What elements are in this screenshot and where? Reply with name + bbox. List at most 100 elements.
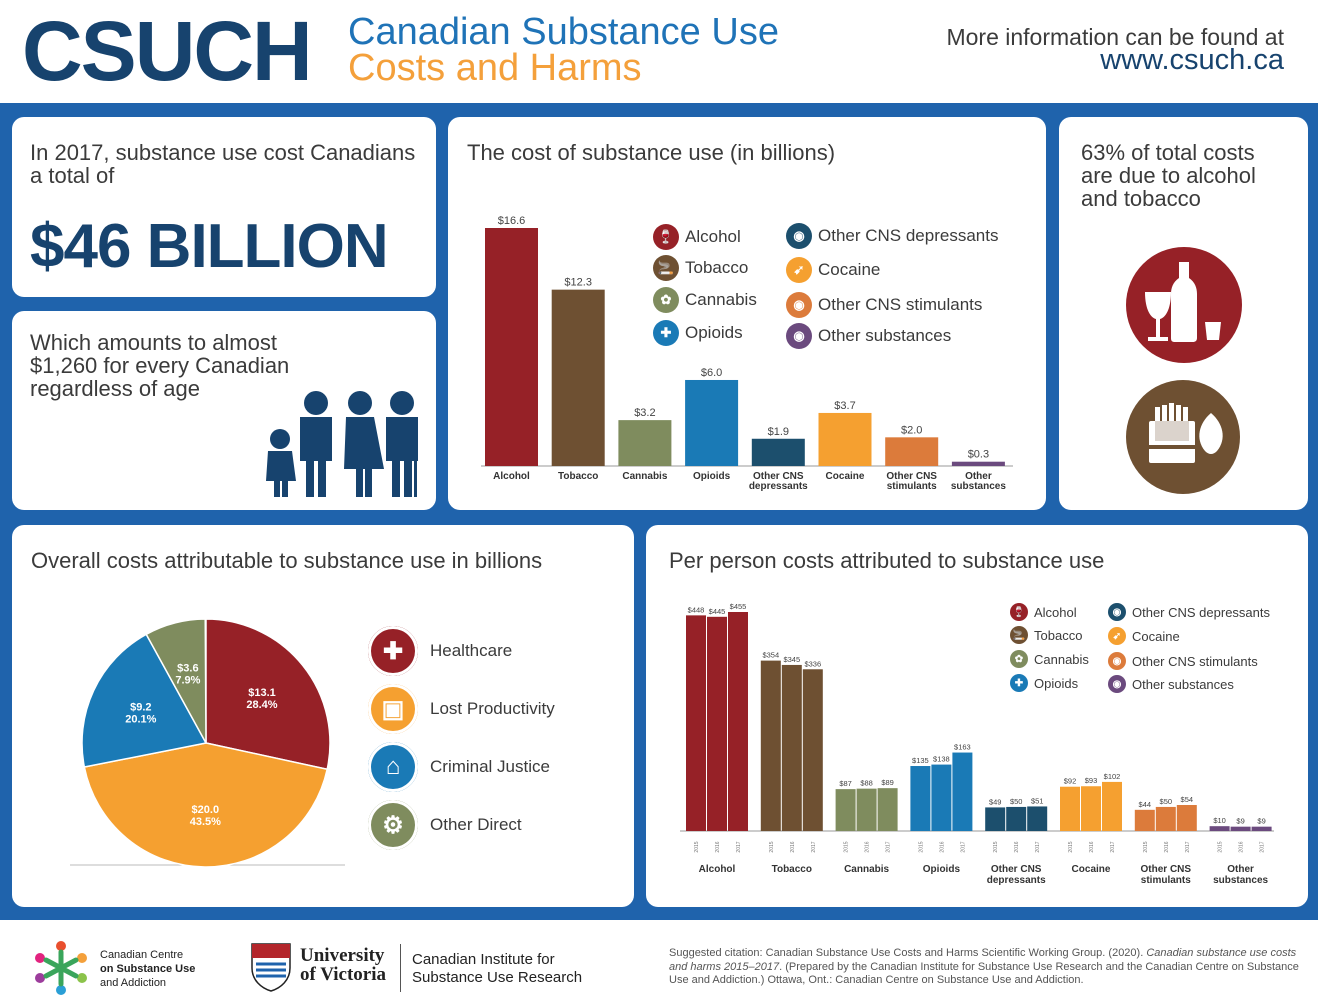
bar-value-label-other-cns-stimulants-2015: $44 xyxy=(1139,800,1152,809)
year-tick-label: 2016 xyxy=(790,841,796,852)
tobacco-icon xyxy=(1126,380,1240,494)
bar-opioids-2016 xyxy=(931,764,952,831)
other-direct-icon: ⚙ xyxy=(368,800,418,850)
bar-other-substances-2016 xyxy=(1230,826,1251,831)
bar-cannabis xyxy=(618,420,672,466)
legend-item-other-cns-depressants: ◉ Other CNS depressants xyxy=(786,223,998,249)
bar-cocaine-2017 xyxy=(1102,781,1122,831)
uvic-line1: University xyxy=(300,945,385,966)
bar-cocaine xyxy=(818,412,872,466)
alcohol-tobacco-text: 63% of total costs are due to alcohol an… xyxy=(1081,140,1256,211)
bar-tobacco-2015 xyxy=(760,660,781,831)
ccsa-name: Canadian Centre on Substance Use and Add… xyxy=(100,948,195,990)
bar-value-label-other-substances-2017: $9 xyxy=(1257,817,1265,826)
bar-value-label-cocaine-2015: $92 xyxy=(1064,777,1077,786)
year-tick-label: 2015 xyxy=(1068,841,1074,852)
year-tick-label: 2017 xyxy=(1260,841,1266,852)
citation-pre: Suggested citation: Canadian Substance U… xyxy=(669,947,1147,959)
category-label-other-substances: Other xyxy=(1227,864,1254,875)
alcohol-icon: 🍷 xyxy=(1010,603,1028,621)
bar-value-label-cocaine: $3.7 xyxy=(834,400,855,412)
bar-other-cns-depressants-2017 xyxy=(1027,806,1048,831)
cisur-line2: Substance Use Research xyxy=(412,969,583,986)
csuch-logo: CSUCH xyxy=(22,4,313,98)
category-label-tobacco: Tobacco xyxy=(772,864,812,875)
website-link[interactable]: www.csuch.ca xyxy=(1100,44,1284,76)
bar-value-label-cannabis-2017: $89 xyxy=(881,778,894,787)
bar-tobacco xyxy=(551,289,605,466)
legend-label: Other CNS stimulants xyxy=(1132,653,1258,669)
cocaine-icon: ➹ xyxy=(1108,627,1126,645)
brain-icon: ◉ xyxy=(1108,603,1126,621)
pie-percent-label-healthcare: 28.4% xyxy=(246,699,277,711)
bar-alcohol-2017 xyxy=(728,612,748,831)
brain-icon: ◉ xyxy=(786,223,812,249)
category-label-cannabis: Cannabis xyxy=(844,864,889,875)
uvic-line2: of Victoria xyxy=(300,964,387,985)
stimulant-icon: ◉ xyxy=(786,292,812,318)
pie-slice-criminal-justice xyxy=(81,633,208,768)
pie-percent-label-other-direct: 7.9% xyxy=(175,674,200,686)
legend-label: Other CNS depressants xyxy=(1132,604,1271,620)
pie-legend-item-criminal-justice: ⌂ Criminal Justice xyxy=(368,742,550,792)
cost-chart-title: The cost of substance use (in billions) xyxy=(467,140,836,165)
bar-value-label-tobacco: $12.3 xyxy=(564,277,592,289)
other-substances-icon: ◉ xyxy=(1108,675,1126,693)
bar-cannabis-2015 xyxy=(835,789,856,831)
legend-label: Other CNS depressants xyxy=(818,226,999,245)
year-tick-label: 2016 xyxy=(1239,841,1245,852)
category-label-alcohol: Alcohol xyxy=(493,471,530,482)
ccsa-logo-icon xyxy=(35,941,87,995)
bar-other-cns-stimulants xyxy=(885,437,939,466)
bar-value-label-other-substances-2015: $10 xyxy=(1213,816,1226,825)
overall-costs-card: Overall costs attributable to substance … xyxy=(12,525,634,907)
citation-title: Canadian substance use costs and harms 2… xyxy=(669,947,1297,973)
year-tick-label: 2015 xyxy=(694,841,700,852)
pie-legend-label: Lost Productivity xyxy=(430,699,555,718)
bar-alcohol-2015 xyxy=(686,615,706,831)
pie-percent-label-criminal-justice: 20.1% xyxy=(125,714,156,726)
bar-value-label-cannabis-2016: $88 xyxy=(860,779,873,788)
legend-label: Other substances xyxy=(818,326,952,345)
bar-value-label-tobacco-2016: $345 xyxy=(783,655,800,664)
bar-value-label-other-cns-stimulants-2017: $54 xyxy=(1181,795,1194,804)
category-label-other-substances: substances xyxy=(951,481,1006,492)
bar-value-label-other-substances: $0.3 xyxy=(968,449,989,461)
category-label-opioids: Opioids xyxy=(693,471,731,482)
bar-value-label-cannabis: $3.2 xyxy=(634,407,655,419)
bar-other-cns-stimulants-2016 xyxy=(1155,806,1176,831)
total-cost-value: $46 BILLION xyxy=(30,212,389,281)
bar-alcohol xyxy=(485,228,538,466)
header: CSUCH Canadian Substance Use Costs and H… xyxy=(0,0,1318,103)
bar-value-label-alcohol-2015: $448 xyxy=(688,605,705,614)
uvic-name: University of Victoria xyxy=(300,946,386,984)
legend-label: Cocaine xyxy=(1132,628,1180,644)
category-label-other-substances: Other xyxy=(965,471,992,482)
bar-value-label-other-cns-depressants: $1.9 xyxy=(768,426,789,438)
category-label-opioids: Opioids xyxy=(923,864,961,875)
healthcare-icon: ✚ xyxy=(368,626,418,676)
bar-value-label-cocaine-2016: $93 xyxy=(1085,776,1098,785)
legend-label: Tobacco xyxy=(685,258,749,277)
pie-legend-label: Other Direct xyxy=(430,815,522,834)
overall-costs-pie-chart: $13.128.4% $20.043.5% $9.220.1% $3.67.9% xyxy=(70,618,345,868)
per-person-legend-item-other-cns-stimulants: ◉ Other CNS stimulants xyxy=(1108,652,1258,670)
year-tick-label: 2016 xyxy=(939,841,945,852)
year-tick-label: 2017 xyxy=(960,841,966,852)
legend-label: Opioids xyxy=(685,323,743,342)
pie-value-label-criminal-justice: $9.2 xyxy=(130,702,151,714)
category-label-alcohol: Alcohol xyxy=(699,864,736,875)
cost-by-substance-card: The cost of substance use (in billions) … xyxy=(448,117,1046,510)
bar-value-label-other-cns-stimulants: $2.0 xyxy=(901,424,922,436)
per-canadian-card: Which amounts to almost $1,260 for every… xyxy=(12,311,436,510)
bar-cocaine-2016 xyxy=(1081,786,1101,831)
bar-tobacco-2016 xyxy=(781,664,802,831)
category-label-cocaine: Cocaine xyxy=(1072,864,1111,875)
ccsa-line2: on Substance Use xyxy=(100,963,196,975)
legend-item-alcohol: 🍷 Alcohol xyxy=(653,224,741,250)
category-label-other-cns-stimulants: stimulants xyxy=(1141,875,1191,886)
cisur-line1: Canadian Institute for xyxy=(412,951,555,968)
year-tick-label: 2017 xyxy=(1110,841,1116,852)
footer-divider xyxy=(400,944,401,992)
justice-icon: ⌂ xyxy=(368,742,418,792)
